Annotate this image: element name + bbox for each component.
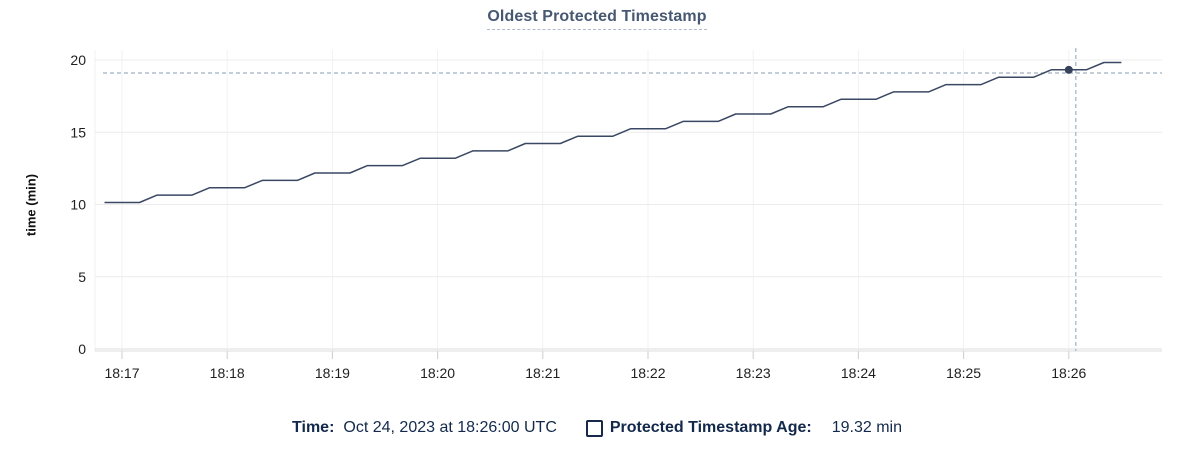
x-tick-label: 18:21 [525,365,560,381]
x-tick-label: 18:22 [630,365,665,381]
x-tick-label: 18:18 [210,365,245,381]
y-tick-label: 5 [78,269,86,285]
chart-header: Oldest Protected Timestamp [0,8,1194,30]
legend-time-value: Oct 24, 2023 at 18:26:00 UTC [343,419,557,436]
legend-series-value: 19.32 min [831,419,902,436]
legend-series-item: Protected Timestamp Age: 19.32 min [585,419,902,437]
x-tick-label: 18:26 [1051,365,1086,381]
series-line [104,61,1122,204]
x-tick-label: 18:24 [841,365,876,381]
y-tick-label: 20 [70,52,86,68]
x-tick-label: 18:20 [420,365,455,381]
highlight-dot [1064,65,1073,74]
chart-plot-area[interactable]: 18:17 18:18 18:19 18:20 18:21 18:22 18:23 18:24… [0,0,1194,410]
x-tick-label: 18:17 [104,365,139,381]
legend-time-label: Time: [292,419,335,436]
y-tick-label: 0 [78,341,86,357]
series-toggle-checkbox[interactable] [585,419,603,437]
x-tick-label: 18:19 [315,365,350,381]
chart-legend: Time: Oct 24, 2023 at 18:26:00 UTC Prote… [0,419,1194,437]
y-tick-label: 10 [70,197,86,213]
x-tick-label: 18:23 [736,365,771,381]
chart-title[interactable]: Oldest Protected Timestamp [487,8,707,30]
legend-series-label: Protected Timestamp Age: [609,419,812,436]
y-tick-label: 15 [70,124,86,140]
x-tick-label: 18:25 [946,365,981,381]
